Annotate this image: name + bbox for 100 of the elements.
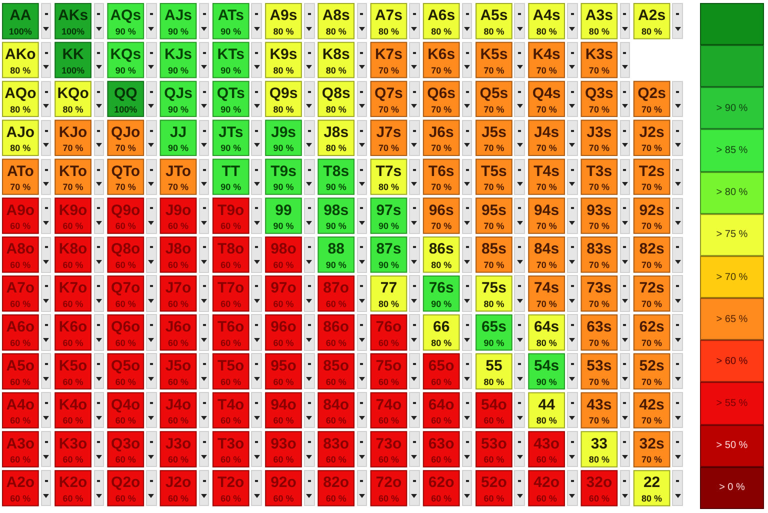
annotation: J3o: [165, 435, 192, 452]
annotation: 87o: [323, 280, 350, 297]
annotation: 97o: [270, 280, 296, 297]
data-label: 60 %: [484, 454, 504, 465]
data-label: 70 %: [115, 182, 136, 192]
data-label: 80 %: [484, 26, 504, 36]
annotation: 53s: [586, 357, 612, 374]
annotation: J5o: [165, 357, 192, 374]
data-label: 70 %: [536, 182, 557, 192]
annotation: 99: [275, 202, 292, 219]
annotation: Q6s: [427, 85, 456, 102]
annotation: T4o: [218, 396, 244, 414]
data-label: 70 %: [642, 104, 662, 114]
data-label: 90 %: [536, 376, 557, 387]
data-label: 80 %: [642, 494, 662, 504]
data-label: 60 %: [115, 416, 136, 426]
annotation: 75s: [481, 280, 506, 297]
annotation: 96o: [270, 318, 296, 336]
data-label: 60 %: [168, 454, 189, 465]
data-label: 70 %: [431, 221, 452, 232]
data-label: 60 %: [220, 338, 242, 348]
annotation: T9o: [218, 202, 244, 219]
data-label: 80 %: [326, 143, 346, 154]
data-label: 70 %: [642, 416, 662, 426]
annotation: A5o: [6, 357, 35, 374]
annotation: Q3o: [111, 435, 140, 452]
data-label: 70 %: [588, 104, 610, 114]
data-label: 80 %: [10, 65, 31, 76]
data-label: 100%: [62, 65, 85, 76]
annotation: K4s: [532, 46, 560, 64]
annotation: 97s: [376, 202, 402, 219]
annotation: 73s: [586, 280, 612, 297]
annotation: J5s: [481, 124, 506, 141]
annotation: 83s: [586, 240, 612, 258]
data-label: 90 %: [220, 65, 242, 76]
annotation: 86o: [323, 318, 350, 336]
annotation: ATo: [6, 162, 34, 180]
data-label: 70 %: [431, 65, 452, 76]
annotation: 42s: [639, 396, 664, 414]
annotation: 63s: [586, 318, 612, 336]
annotation: 53o: [481, 435, 507, 452]
data-label: 70 %: [642, 260, 662, 270]
data-label: 60 %: [273, 338, 294, 348]
data-label: 60 %: [220, 494, 242, 504]
data-label: 70 %: [10, 182, 31, 192]
annotation: 52s: [639, 357, 664, 374]
data-label: 70 %: [642, 376, 662, 387]
annotation: KQo: [57, 85, 89, 102]
data-label: 60 %: [10, 260, 31, 270]
data-label: 70 %: [588, 221, 610, 232]
data-label: 60 %: [10, 494, 31, 504]
data-label: 90 %: [220, 143, 242, 154]
annotation: A2s: [638, 7, 666, 24]
data-label: 60 %: [431, 454, 452, 465]
data-label: 60 %: [378, 376, 399, 387]
data-label: 60 %: [273, 454, 294, 465]
data-label: 60 %: [115, 494, 136, 504]
data-label: 60 %: [273, 494, 294, 504]
annotation: 64s: [534, 318, 560, 336]
data-label: 90 %: [378, 260, 399, 270]
data-label: 60 %: [10, 298, 31, 309]
data-label: 70 %: [536, 298, 557, 309]
data-label: 60 %: [378, 338, 399, 348]
annotation: A4s: [532, 7, 560, 24]
annotation: 98o: [270, 240, 296, 258]
data-label: 70 %: [588, 298, 610, 309]
data-label: 70 %: [378, 65, 399, 76]
annotation: J8s: [324, 124, 349, 141]
annotation: A6o: [6, 318, 35, 336]
data-label: 60 %: [115, 221, 136, 232]
data-label: 60 %: [431, 376, 452, 387]
annotation: 72s: [639, 280, 664, 297]
data-label: 70 %: [642, 221, 662, 232]
data-label: 70 %: [115, 143, 136, 154]
data-label: 70 %: [62, 143, 84, 154]
annotation: 54o: [481, 396, 507, 414]
annotation: 66: [432, 318, 450, 336]
annotation: T9s: [270, 162, 296, 180]
annotation: 85o: [323, 357, 350, 374]
data-label: 90 %: [168, 104, 189, 114]
annotation: KTo: [59, 162, 88, 180]
annotation: QJo: [111, 124, 140, 141]
annotation: J4s: [534, 124, 560, 141]
data-label: 70 %: [484, 104, 504, 114]
data-label: 90 %: [484, 338, 504, 348]
data-label: 80 %: [326, 26, 346, 36]
data-label: 80 %: [588, 454, 610, 465]
data-label: 60 %: [62, 260, 84, 270]
annotation: 85s: [481, 240, 506, 258]
data-label: 60 %: [484, 416, 504, 426]
data-label: 70 %: [431, 143, 452, 154]
data-label: 60 %: [62, 338, 84, 348]
annotation: Q7s: [374, 85, 403, 102]
data-label: 80 %: [273, 65, 294, 76]
annotation: 82s: [639, 240, 664, 258]
data-label: 60 %: [431, 416, 452, 426]
annotation: 42o: [534, 474, 560, 492]
data-label: 80 %: [431, 338, 452, 348]
annotation: A4o: [6, 396, 35, 414]
annotation: 94s: [534, 202, 560, 219]
